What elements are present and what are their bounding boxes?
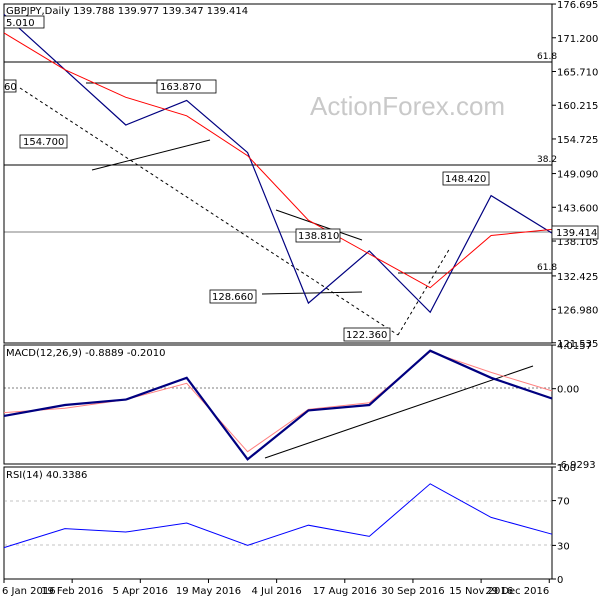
price-axis: 176.695 171.200 165.710 160.215 154.725 149.0… — [552, 0, 598, 350]
price-tick-label: 149.090 — [557, 170, 598, 181]
svg-text:148.420: 148.420 — [445, 174, 486, 185]
annotation-5010: 5.010 — [3, 15, 45, 29]
rsi-tick-label: 100 — [557, 463, 576, 474]
svg-text:138.810: 138.810 — [298, 231, 339, 242]
macd-axis: 4.0157 0.00 -6.9293 — [552, 341, 596, 471]
svg-text:154.700: 154.700 — [23, 137, 64, 148]
date-tick-label: 4 Jul 2016 — [252, 586, 302, 597]
price-header: GBPJPY,Daily 139.788 139.977 139.347 139… — [6, 6, 248, 17]
annotation-163870: 163.870 — [156, 79, 217, 94]
fib-label-618-top: 61.8 — [537, 52, 557, 62]
date-tick-label: 6 Jan 2016 — [2, 586, 56, 597]
annotation-128660: 128.660 — [209, 289, 257, 304]
annotation-122360: 122.360 — [343, 327, 391, 342]
macd-trendline — [264, 365, 534, 459]
price-tick-label: 121.535 — [557, 339, 598, 350]
macd-panel-frame — [3, 344, 553, 465]
annotation-154700: 154.700 — [19, 134, 68, 149]
rsi-header: RSI(14) 40.3386 — [6, 470, 87, 481]
macd-tick-label: 0.00 — [557, 385, 579, 396]
price-tick-label: 171.200 — [557, 34, 598, 45]
svg-text:163.870: 163.870 — [160, 82, 201, 93]
price-tick-label: 126.980 — [557, 305, 598, 316]
svg-text:5.010: 5.010 — [6, 18, 35, 29]
svg-text:128.660: 128.660 — [212, 292, 253, 303]
rsi-tick-label: 0 — [557, 575, 563, 586]
price-tick-label: 138.105 — [557, 237, 598, 248]
svg-text:60: 60 — [4, 82, 17, 93]
svg-text:139.414: 139.414 — [556, 228, 597, 239]
last-price-tag: 139.414 — [551, 225, 599, 240]
date-tick-label: 19 Feb 2016 — [41, 586, 103, 597]
price-tick-label: 176.695 — [557, 0, 598, 11]
trendline-triangle-bottom — [91, 139, 211, 171]
macd-header: MACD(12,26,9) -0.8889 -0.2010 — [6, 348, 166, 359]
fib-label-618-low: 61.8 — [537, 263, 557, 273]
rsi-panel-frame — [3, 466, 553, 580]
macd-tick-label: -6.9293 — [557, 460, 596, 471]
date-tick-label: 15 Nov 2016 — [449, 586, 513, 597]
date-tick-label: 29 Dec 2016 — [485, 586, 549, 597]
rsi-tick-label: 70 — [557, 497, 570, 508]
date-tick-label: 5 Apr 2016 — [113, 586, 168, 597]
fib-label-382: 38.2 — [537, 155, 557, 165]
date-tick-label: 30 Sep 2016 — [381, 586, 444, 597]
price-tick-label: 154.725 — [557, 135, 598, 146]
annotation-60: 60 — [3, 79, 17, 93]
annotation-148420: 148.420 — [442, 171, 490, 186]
annotation-138810: 138.810 — [295, 228, 341, 243]
date-tick-label: 17 Aug 2016 — [313, 586, 377, 597]
rsi-tick-label: 30 — [557, 541, 570, 552]
trendline-wedge-top — [275, 209, 363, 241]
date-tick-label: 19 May 2016 — [176, 586, 241, 597]
trendline-dashed-rebound — [397, 247, 451, 336]
macd-signal-line — [3, 351, 553, 453]
moving-average-line — [3, 32, 553, 289]
rsi-axis: 100 70 30 0 — [552, 463, 576, 586]
macd-tick-label: 4.0157 — [557, 341, 592, 352]
rsi-line — [3, 483, 553, 549]
svg-text:122.360: 122.360 — [346, 330, 387, 341]
price-tick-label: 165.710 — [557, 67, 598, 78]
trendline-wedge-bottom — [261, 291, 363, 295]
price-line — [3, 13, 553, 314]
trendline-dashed-channel-top — [19, 87, 399, 336]
price-tick-label: 160.215 — [557, 101, 598, 112]
price-tick-label: 143.600 — [557, 203, 598, 214]
watermark: ActionForex.com — [310, 91, 505, 121]
macd-line — [3, 349, 553, 461]
price-tick-label: 132.425 — [557, 272, 598, 283]
